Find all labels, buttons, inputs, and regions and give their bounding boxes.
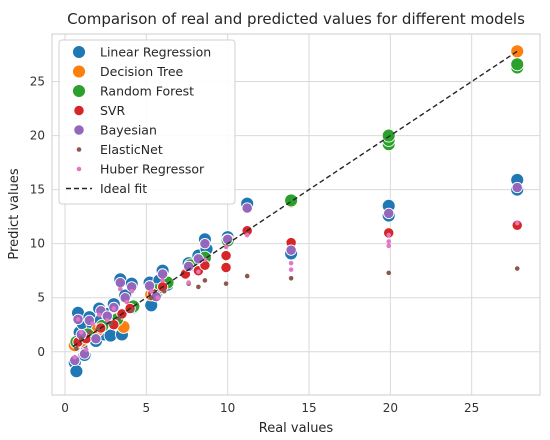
x-tick-label: 15 [301, 401, 316, 415]
series-huber-regressor [72, 220, 520, 360]
legend-marker [72, 84, 86, 98]
legend-marker [73, 104, 85, 117]
legend: Linear Regression Decision Tree Random For… [58, 39, 236, 205]
data-point [196, 269, 201, 275]
data-point [69, 364, 84, 379]
data-point [74, 346, 79, 351]
data-point [220, 249, 232, 262]
data-point [155, 295, 161, 301]
legend-label: Ideal fit [100, 181, 147, 196]
legend-marker [76, 166, 82, 172]
data-point [223, 281, 229, 286]
data-point [511, 181, 523, 194]
legend-box [58, 39, 236, 205]
data-point [148, 295, 154, 301]
data-point [83, 347, 89, 352]
legend-marker [76, 147, 82, 152]
data-point [192, 253, 205, 265]
data-point [244, 273, 250, 279]
data-point [90, 333, 102, 345]
legend-label: ElasticNet [100, 142, 163, 157]
legend-marker [72, 45, 86, 59]
data-point [386, 270, 392, 276]
data-point [244, 232, 250, 238]
data-point [72, 354, 78, 360]
legend-label: Linear Regression [100, 45, 211, 60]
data-point [118, 286, 123, 292]
data-point [514, 266, 520, 271]
data-point [129, 308, 135, 313]
data-point [143, 280, 156, 292]
y-tick-label: 20 [30, 129, 45, 143]
legend-label: SVR [100, 103, 125, 118]
data-point [241, 202, 253, 214]
x-tick-label: 25 [464, 401, 479, 415]
y-tick-label: 15 [30, 183, 45, 197]
y-tick-label: 10 [30, 237, 45, 251]
data-point [386, 243, 392, 249]
data-point [386, 232, 392, 238]
data-point [288, 267, 294, 272]
data-point [284, 193, 299, 208]
y-tick-label: 0 [37, 345, 45, 359]
data-point [514, 220, 520, 226]
data-point [288, 260, 294, 266]
data-point [87, 330, 92, 335]
data-point [160, 278, 165, 283]
ideal-fit-line [72, 50, 518, 347]
y-tick-label: 5 [37, 291, 45, 305]
legend-label: Bayesian [100, 123, 157, 138]
data-point [105, 318, 110, 323]
ideal-fit-line-path [72, 50, 518, 347]
data-point [202, 257, 208, 263]
data-point [386, 239, 392, 244]
x-tick-label: 5 [143, 401, 151, 415]
tick-labels: 0 5 10 15 20 25 0 5 10 15 20 25 [30, 75, 480, 415]
data-point [223, 244, 229, 250]
data-point [75, 317, 81, 322]
series-elasticnet [74, 266, 520, 351]
data-point [148, 288, 154, 294]
data-point [156, 268, 169, 280]
data-point [90, 321, 95, 326]
data-point [96, 312, 102, 318]
data-point [288, 275, 294, 281]
data-point [186, 280, 191, 285]
data-point [129, 288, 135, 294]
legend-marker [73, 124, 85, 136]
data-point [111, 306, 117, 311]
data-point [381, 128, 396, 143]
data-point [383, 207, 395, 220]
data-point [116, 315, 121, 321]
legend-label: Huber Regressor [100, 162, 205, 177]
data-point [161, 288, 167, 294]
data-point [199, 238, 211, 250]
x-tick-label: 10 [220, 401, 235, 415]
legend-label: Random Forest [100, 84, 194, 99]
legend-label: Decision Tree [100, 64, 184, 79]
data-point [202, 278, 208, 283]
data-point [124, 299, 130, 305]
y-tick-label: 25 [30, 75, 45, 89]
data-point [510, 57, 525, 72]
legend-marker [72, 64, 86, 79]
data-point [196, 284, 201, 290]
data-point [78, 330, 84, 335]
x-axis-label: Real values [259, 421, 334, 436]
x-tick-label: 20 [383, 401, 398, 415]
x-tick-label: 0 [61, 401, 69, 415]
chart-title: Comparison of real and predicted values … [67, 10, 525, 28]
y-axis-label: Predict values [7, 168, 22, 259]
data-point [114, 276, 126, 289]
data-point [285, 244, 297, 256]
data-point [220, 261, 232, 274]
